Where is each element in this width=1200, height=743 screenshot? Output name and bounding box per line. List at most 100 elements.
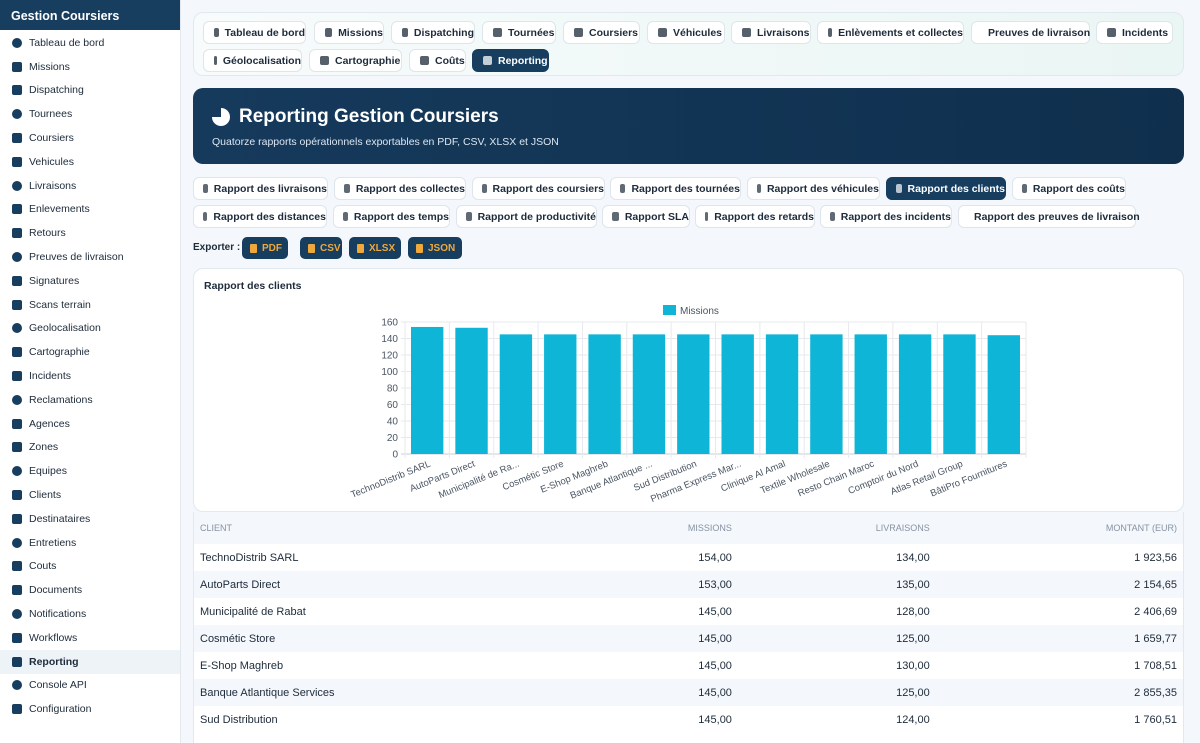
column-header-missions[interactable]: MISSIONS [540,512,738,544]
tab-coursiers[interactable]: Coursiers [563,21,640,44]
truck-icon [12,156,22,167]
tab-reporting[interactable]: Reporting [472,49,549,72]
report-tab-rapport-des-retards[interactable]: Rapport des retards [695,205,815,228]
export-label-text: CSV [320,242,341,254]
report-tab-rapport-des-incidents[interactable]: Rapport des incidents [820,205,952,228]
sidebar-item-label: Agences [29,417,70,430]
report-tab-rapport-des-vehicules[interactable]: Rapport des véhicules [747,177,880,200]
sidebar-item-coursiers[interactable]: Coursiers [0,126,180,150]
tab-enlevements-et-collectes[interactable]: Enlèvements et collectes [817,21,964,44]
tab-tableau-de-bord[interactable]: Tableau de bord [203,21,306,44]
signature-icon [12,275,22,286]
tab-tournees[interactable]: Tournées [482,21,556,44]
export-json-button[interactable]: JSON [408,237,462,259]
y-tick-label: 0 [392,450,398,461]
table-cell-montant-eur: 1 760,51 [1134,713,1177,726]
tab-dispatching[interactable]: Dispatching [391,21,475,44]
tab-label: Missions [338,26,383,39]
sidebar-item-missions[interactable]: Missions [0,55,180,79]
sidebar-item-label: Tournees [29,108,73,121]
sidebar-item-retours[interactable]: Retours [0,221,180,245]
chart-card-title: Rapport des clients [204,280,302,292]
bar-technodistrib-sarl [410,326,444,454]
sidebar-item-incidents[interactable]: Incidents [0,364,180,388]
coursiers-icon [574,28,583,37]
tab-livraisons[interactable]: Livraisons [731,21,811,44]
comment-icon [12,394,22,405]
sidebar-item-vehicules[interactable]: Vehicules [0,150,180,174]
table-row: Municipalité de Rabat 145,00 128,00 2 406,6… [194,598,1183,625]
report-tab-rapport-des-coursiers[interactable]: Rapport des coursiers [472,177,605,200]
tab-incidents[interactable]: Incidents [1096,21,1173,44]
reporting-icon [483,56,492,65]
tab-preuves-de-livraison[interactable]: Preuves de livraison [971,21,1090,44]
tab-label: Tableau de bord [224,26,305,39]
sidebar-item-tournees[interactable]: Tournees [0,102,180,126]
report-tab-rapport-des-livraisons[interactable]: Rapport des livraisons [193,177,328,200]
sidebar-item-equipes[interactable]: Equipes [0,459,180,483]
export-label-text: JSON [428,242,456,254]
hero-banner: Reporting Gestion Coursiers Quatorze rap… [193,88,1184,164]
column-header-montant-eur[interactable]: MONTANT (EUR) [935,512,1183,544]
sidebar-item-livraisons[interactable]: Livraisons [0,174,180,198]
column-header-client[interactable]: CLIENT [194,512,541,544]
sidebar-item-workflows[interactable]: Workflows [0,626,180,650]
sidebar-item-preuves-de-livraison[interactable]: Preuves de livraison [0,245,180,269]
warning-icon [12,371,22,382]
sidebar-item-reporting[interactable]: Reporting [0,649,180,674]
export-xlsx-button[interactable]: XLSX [349,237,401,259]
report-tab-rapport-des-preuves-de-livraison[interactable]: Rapport des preuves de livraison [958,205,1140,228]
sidebar-item-notifications[interactable]: Notifications [0,602,180,626]
bar-comptoir-du-nord [898,334,932,454]
sidebar-item-signatures[interactable]: Signatures [0,269,180,293]
sidebar-item-entretiens[interactable]: Entretiens [0,531,180,555]
tab-missions[interactable]: Missions [314,21,384,44]
tab-label: Cartographie [335,54,401,67]
export-csv-button[interactable]: CSV [300,237,342,259]
report-tab-rapport-sla[interactable]: Rapport SLA [602,205,690,228]
report-tab-rapport-des-tournees[interactable]: Rapport des tournées [610,177,741,200]
report-tab-rapport-des-temps[interactable]: Rapport des temps [333,205,450,228]
tab-geolocalisation[interactable]: Géolocalisation [203,49,302,72]
report-tab-label: Rapport des tournées [631,182,740,195]
y-tick-label: 80 [387,384,399,395]
table-cell-client: AutoParts Direct [194,571,541,598]
sidebar-item-geolocalisation[interactable]: Geolocalisation [0,317,180,341]
table-cell-livraisons: 124,00 [896,713,930,726]
dispatching-icon [402,28,408,37]
report-tab-label: Rapport des coûts [1032,182,1125,195]
y-tick-label: 140 [381,334,398,345]
sidebar-item-documents[interactable]: Documents [0,578,180,602]
sidebar-item-zones[interactable]: Zones [0,436,180,460]
legend-label-missions: Missions [680,306,719,317]
column-header-livraisons[interactable]: LIVRAISONS [737,512,936,544]
sidebar-item-console-api[interactable]: Console API [0,674,180,698]
sidebar-menu: Tableau de bord Missions Dispatching Tourne… [0,30,180,721]
sidebar-item-configuration[interactable]: Configuration [0,697,180,721]
tab-cartographie[interactable]: Cartographie [309,49,402,72]
report-tab-rapport-des-collectes[interactable]: Rapport des collectes [334,177,466,200]
sidebar-item-cartographie[interactable]: Cartographie [0,340,180,364]
sidebar-item-agences[interactable]: Agences [0,412,180,436]
tab-couts[interactable]: Coûts [409,49,466,72]
sidebar-item-tableau-de-bord[interactable]: Tableau de bord [0,31,180,55]
sidebar-item-label: Equipes [29,465,67,478]
sidebar-item-dispatching[interactable]: Dispatching [0,79,180,103]
sidebar-item-enlevements[interactable]: Enlevements [0,198,180,222]
rapport-des-temps-icon [343,212,348,221]
report-tab-rapport-des-distances[interactable]: Rapport des distances [193,205,327,228]
report-tab-label: Rapport des collectes [355,182,465,195]
sidebar-item-scans-terrain[interactable]: Scans terrain [0,293,180,317]
tab-vehicules[interactable]: Véhicules [647,21,725,44]
bar-e-shop-maghreb [588,334,621,454]
report-tab-rapport-des-clients[interactable]: Rapport des clients [886,177,1006,200]
sidebar-item-reclamations[interactable]: Reclamations [0,388,180,412]
rapport-des-retards-icon [705,212,709,221]
sidebar-item-couts[interactable]: Couts [0,555,180,579]
sidebar-item-clients[interactable]: Clients [0,483,180,507]
sidebar-item-destinataires[interactable]: Destinataires [0,507,180,531]
export-pdf-button[interactable]: PDF [242,237,288,259]
rapport-des-incidents-icon [830,212,835,221]
report-tab-rapport-de-productivite[interactable]: Rapport de productivité [456,205,597,228]
report-tab-rapport-des-couts[interactable]: Rapport des coûts [1012,177,1126,200]
